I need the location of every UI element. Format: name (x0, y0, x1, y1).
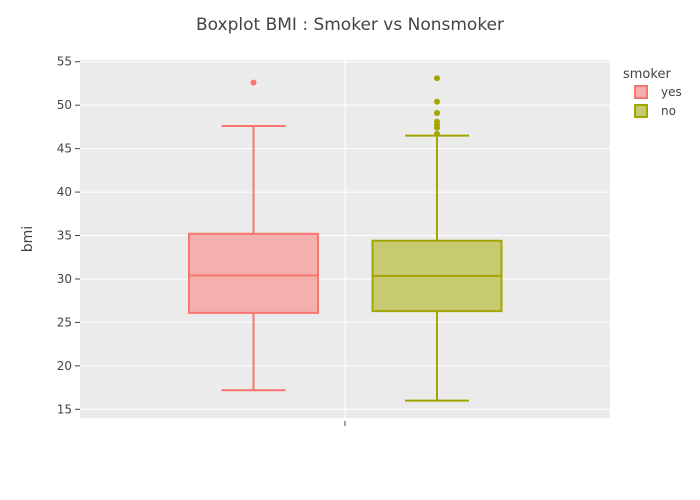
outlier-point (434, 118, 440, 125)
box-iqr (188, 232, 319, 314)
y-tick-label: 30 (57, 272, 72, 286)
chart-title: Boxplot BMI : Smoker vs Nonsmoker (196, 15, 504, 35)
outlier-point (250, 79, 257, 86)
y-tick-label: 35 (57, 229, 72, 243)
y-tick-label: 15 (57, 402, 72, 416)
legend: smoker yes no (623, 67, 682, 118)
y-tick-label: 55 (57, 55, 72, 69)
boxes (188, 75, 503, 402)
outlier-point (434, 98, 440, 105)
y-tick-label: 50 (57, 98, 72, 112)
grid-lines (80, 60, 610, 418)
y-axis: 15 20 25 30 35 40 45 50 55 (57, 55, 346, 426)
legend-label-no: no (661, 104, 676, 118)
y-tick-label: 45 (57, 142, 72, 156)
outlier-point (434, 75, 440, 82)
y-tick-label: 20 (57, 359, 72, 373)
y-axis-title: bmi (20, 226, 36, 252)
legend-swatch-no (634, 104, 648, 118)
legend-title: smoker (623, 67, 671, 82)
y-tick-label: 40 (57, 185, 72, 199)
legend-swatch-yes (634, 85, 648, 99)
legend-label-yes: yes (661, 85, 682, 99)
outlier-point (434, 130, 440, 137)
outlier-point (434, 110, 440, 117)
box-no (371, 75, 503, 402)
y-tick-label: 25 (57, 315, 72, 329)
box-yes (188, 79, 319, 392)
